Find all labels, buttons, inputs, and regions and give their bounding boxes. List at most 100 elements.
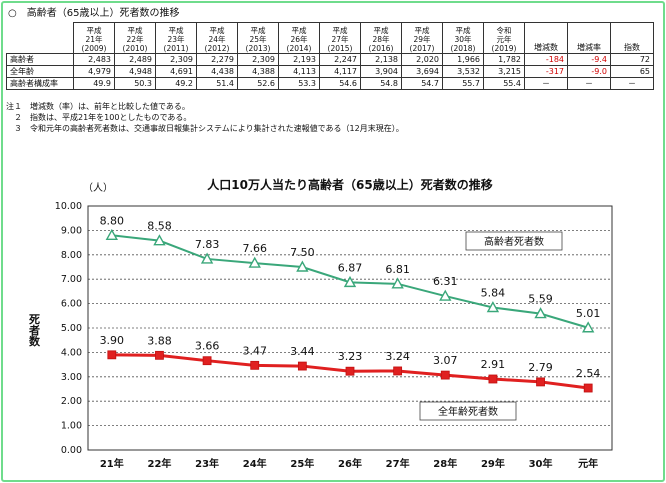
year-header-era: 平成 <box>455 26 471 35</box>
data-point-triangle <box>153 234 166 246</box>
y-tick-label: 5.00 <box>61 323 82 334</box>
data-point-triangle <box>581 321 595 333</box>
data-point-square <box>202 356 212 366</box>
table-year-header: 平成 30年 (2018) <box>442 22 484 54</box>
data-label: 5.01 <box>576 307 601 320</box>
year-header-era: 平成 <box>250 26 266 35</box>
x-tick-label: 27年 <box>386 457 410 470</box>
table-header-row: 平成 21年 (2009) 平成 22年 (2010) 平成 23年 (2011) 平成 24年 (2… <box>6 22 654 54</box>
data-point-square <box>107 350 117 360</box>
data-label: 8.80 <box>100 214 125 227</box>
year-header-nen: 26年 <box>290 35 308 44</box>
data-label: 3.90 <box>100 334 125 347</box>
data-point-triangle <box>105 228 119 240</box>
data-point-triangle <box>486 301 500 313</box>
note-line: ３ 令和元年の高齢者死者数は、交通事故日報集計システムにより集計された速報値であ… <box>6 124 404 133</box>
data-point-square <box>297 361 307 371</box>
year-header-nen: 25年 <box>249 35 267 44</box>
y-tick-label: 10.00 <box>55 201 82 212</box>
data-point-square <box>488 374 498 384</box>
table-row: 高齢者構成率 49.9 50.3 49.2 51.4 52.6 53.3 54.6 54.8 54… <box>6 77 654 90</box>
year-header-era: 平成 <box>373 26 389 35</box>
year-header-era: 令和 <box>496 26 512 35</box>
year-header-era: 平成 <box>209 26 225 35</box>
data-point-triangle <box>391 277 404 289</box>
year-header-ad: (2013) <box>245 44 271 53</box>
data-point-square <box>583 383 593 393</box>
data-point-square <box>440 370 450 380</box>
data-point-square <box>393 366 403 376</box>
table-extra-header: 増減数 <box>524 22 568 54</box>
data-label: 5.84 <box>481 287 506 300</box>
table-cell: 49.9 <box>73 77 115 90</box>
table-cell: 54.7 <box>401 77 443 90</box>
x-tick-label: 22年 <box>147 457 171 470</box>
y-axis-label: 死者数 <box>28 313 42 347</box>
year-header-nen: 30年 <box>454 35 472 44</box>
data-label: 2.91 <box>481 358 506 371</box>
table-cell: 51.4 <box>196 77 238 90</box>
chart-title: 人口10万人当たり高齢者（65歳以上）死者数の推移 <box>207 177 492 192</box>
x-tick-label: 24年 <box>243 457 267 470</box>
y-tick-label: 7.00 <box>61 274 82 285</box>
data-point-square <box>250 360 260 370</box>
year-header-ad: (2011) <box>163 44 189 53</box>
year-header-era: 平成 <box>168 26 184 35</box>
data-point-triangle <box>248 256 261 268</box>
data-label: 6.87 <box>338 261 363 274</box>
data-point-triangle <box>439 289 452 301</box>
x-tick-label: 23年 <box>195 457 219 470</box>
legend-box <box>419 401 517 421</box>
note-line: 注１ 増減数（率）は、前年と比較した値である。 <box>6 102 190 111</box>
year-header-ad: (2014) <box>286 44 312 53</box>
data-point-square <box>345 366 355 376</box>
table-year-header: 平成 22年 (2010) <box>114 22 156 54</box>
data-point-triangle <box>343 275 357 288</box>
table-year-header: 平成 23年 (2011) <box>155 22 197 54</box>
note-line: ２ 指数は、平成21年を100としたものである。 <box>6 113 192 122</box>
x-tick-label: 21年 <box>100 457 124 470</box>
year-header-ad: (2015) <box>327 44 353 53</box>
data-label: 3.47 <box>242 344 267 357</box>
year-header-nen: 21年 <box>85 35 103 44</box>
data-label: 3.24 <box>385 350 410 363</box>
year-header-ad: (2017) <box>409 44 435 53</box>
year-header-era: 平成 <box>332 26 348 35</box>
x-tick-label: 25年 <box>290 457 314 470</box>
year-header-nen: 28年 <box>372 35 390 44</box>
year-header-ad: (2019) <box>491 44 517 53</box>
x-tick-label: 26年 <box>338 457 362 470</box>
year-header-ad: (2018) <box>450 44 476 53</box>
data-label: 7.66 <box>242 242 267 255</box>
data-label: 5.59 <box>528 293 553 306</box>
notes: 注１ 増減数（率）は、前年と比較した値である。 ２ 指数は、平成21年を100と… <box>6 101 404 134</box>
year-header-era: 平成 <box>86 26 102 35</box>
row-label: 高齢者構成率 <box>6 77 74 90</box>
section-title: ○ 高齢者（65歳以上）死者数の推移 <box>8 8 180 19</box>
x-tick-label: 30年 <box>529 457 553 470</box>
data-point-square <box>155 350 164 360</box>
data-point-square <box>536 377 545 387</box>
data-point-triangle <box>296 260 309 272</box>
data-label: 2.54 <box>576 367 601 380</box>
y-tick-label: 1.00 <box>61 421 82 432</box>
plot-area-border <box>87 205 613 451</box>
table-year-header: 平成 24年 (2012) <box>196 22 238 54</box>
table-year-header: 令和 元年 (2019) <box>483 22 525 54</box>
table-year-header: 平成 26年 (2014) <box>278 22 320 54</box>
unit-label: （人） <box>83 182 113 194</box>
data-label: 3.44 <box>290 345 315 358</box>
year-header-ad: (2009) <box>81 44 107 53</box>
x-tick-label: 28年 <box>433 457 457 470</box>
table-cell: 53.3 <box>278 77 320 90</box>
table-year-header: 平成 21年 (2009) <box>73 22 115 54</box>
data-point-triangle <box>534 307 547 319</box>
year-header-nen: 22年 <box>126 35 144 44</box>
y-tick-label: 8.00 <box>61 250 82 261</box>
year-header-ad: (2012) <box>204 44 230 53</box>
year-header-ad: (2016) <box>368 44 394 53</box>
table-extra-header: 指数 <box>610 22 654 54</box>
year-header-nen: 27年 <box>331 35 349 44</box>
data-point-triangle <box>200 252 214 264</box>
